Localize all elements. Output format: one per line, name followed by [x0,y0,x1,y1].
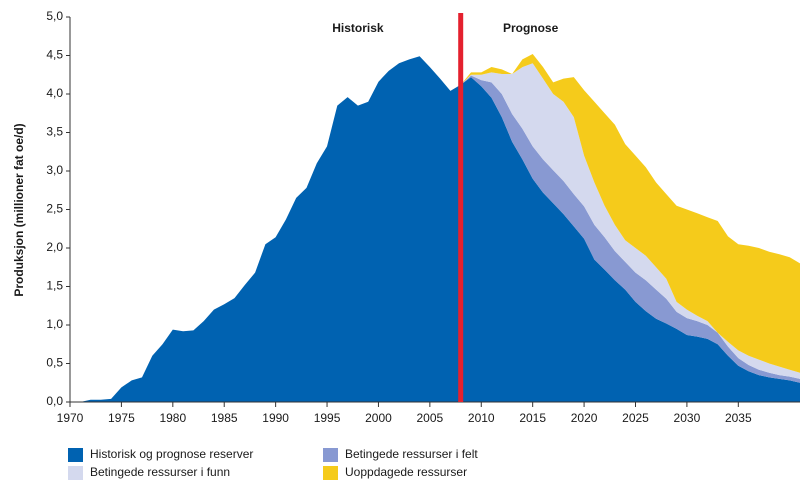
x-tick-label: 2020 [571,411,598,425]
y-tick-label: 3,5 [46,125,63,139]
legend-label: Historisk og prognose reserver [90,447,253,461]
x-tick-label: 1980 [159,411,186,425]
x-tick-label: 2005 [417,411,444,425]
x-tick-label: 2035 [725,411,752,425]
y-tick-label: 3,0 [46,163,63,177]
legend-swatch [323,466,338,480]
x-tick-label: 2025 [622,411,649,425]
x-tick-label: 1970 [57,411,84,425]
y-tick-label: 2,0 [46,240,63,254]
area [460,63,800,379]
y-tick-label: 1,0 [46,317,63,331]
legend-swatch [323,448,338,462]
y-axis-label: Produksjon (millioner fat oe/d) [12,123,26,296]
y-tick-label: 4,0 [46,86,63,100]
x-tick-label: 1985 [211,411,238,425]
y-tick-label: 0,0 [46,394,63,408]
legend-swatch [68,448,83,462]
x-tick-label: 2030 [674,411,701,425]
legend-swatch [68,466,83,480]
legend-label: Betingede ressurser i funn [90,465,230,479]
y-tick-label: 2,5 [46,202,63,216]
x-tick-label: 2015 [519,411,546,425]
y-tick-label: 5,0 [46,9,63,23]
x-tick-label: 1975 [108,411,135,425]
area [80,56,801,403]
x-tick-label: 2010 [468,411,495,425]
y-tick-label: 0,5 [46,356,63,370]
y-tick-label: 4,5 [46,48,63,62]
x-tick-label: 2000 [365,411,392,425]
annotation: Historisk [332,21,384,35]
x-tick-label: 1990 [262,411,289,425]
legend-label: Uoppdagede ressurser [345,465,467,479]
y-tick-label: 1,5 [46,279,63,293]
x-tick-label: 1995 [314,411,341,425]
annotation: Prognose [503,21,559,35]
area [460,54,800,373]
legend-label: Betingede ressurser i felt [345,447,478,461]
